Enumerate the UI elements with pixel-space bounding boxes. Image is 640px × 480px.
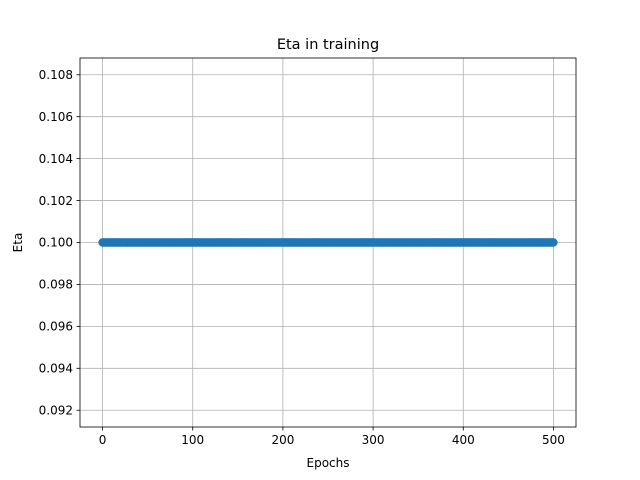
y-tick-label: 0.098 (39, 278, 73, 292)
x-axis-label: Epochs (307, 456, 350, 470)
chart-title: Eta in training (277, 37, 379, 53)
x-tick-label: 400 (452, 433, 475, 447)
x-tick-label: 500 (542, 433, 565, 447)
series-eta (98, 238, 558, 247)
x-axis-ticks: 0 100 200 300 400 500 (99, 427, 565, 447)
y-tick-label: 0.102 (39, 194, 73, 208)
y-axis-label: Eta (11, 233, 25, 253)
y-tick-label: 0.106 (39, 110, 73, 124)
y-tick-label: 0.096 (39, 320, 73, 334)
x-tick-label: 300 (362, 433, 385, 447)
x-tick-label: 200 (271, 433, 294, 447)
y-axis-ticks: 0.092 0.094 0.096 0.098 0.100 0.102 0.104 0.106… (39, 68, 80, 417)
y-tick-label: 0.108 (39, 68, 73, 82)
y-tick-label: 0.092 (39, 403, 73, 417)
x-tick-label: 0 (99, 433, 107, 447)
y-tick-label: 0.100 (39, 236, 73, 250)
y-tick-label: 0.104 (39, 152, 73, 166)
data-point (549, 238, 558, 247)
x-tick-label: 100 (181, 433, 204, 447)
y-tick-label: 0.094 (39, 361, 73, 375)
